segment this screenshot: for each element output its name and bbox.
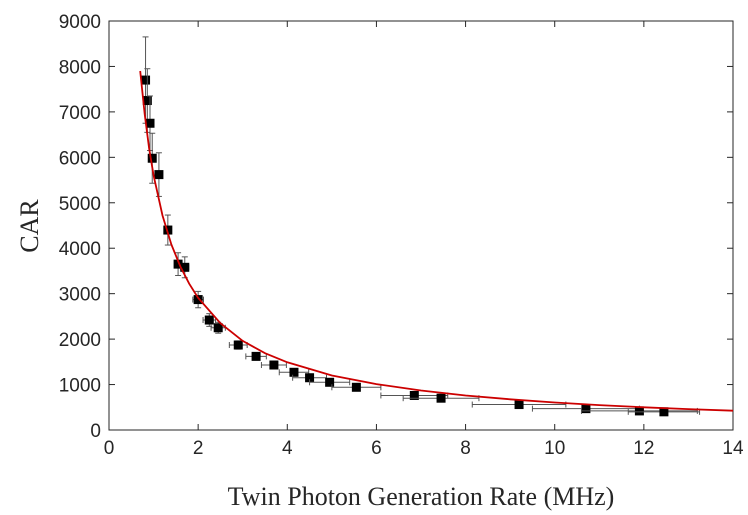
square-marker: [409, 390, 419, 400]
square-marker: [514, 400, 524, 410]
y-tick-label: 7000: [59, 103, 101, 124]
x-tick-label: 2: [193, 438, 204, 459]
x-tick-label: 10: [544, 438, 565, 459]
square-marker: [251, 351, 261, 361]
y-tick-label: 8000: [59, 57, 101, 78]
square-marker: [154, 170, 164, 180]
square-marker: [351, 382, 361, 392]
square-marker: [436, 393, 446, 403]
data-point: [145, 95, 155, 152]
square-marker: [141, 75, 151, 85]
square-marker: [305, 373, 315, 383]
x-axis-label: Twin Photon Generation Rate (MHz): [228, 482, 615, 511]
square-marker: [180, 262, 190, 272]
data-point: [331, 382, 382, 392]
data-points: [141, 36, 701, 417]
square-marker: [147, 153, 157, 163]
data-point: [228, 340, 248, 350]
data-point: [173, 252, 183, 276]
x-tick-label: 8: [460, 438, 471, 459]
y-tick-label: 4000: [59, 239, 101, 260]
fit-curve: [139, 70, 734, 412]
data-point: [210, 321, 226, 334]
data-point: [531, 404, 640, 414]
x-tick-label: 0: [104, 438, 115, 459]
y-tick-label: 3000: [59, 285, 101, 306]
y-axis-label: CAR: [15, 199, 44, 253]
square-marker: [204, 315, 214, 325]
data-point: [402, 393, 480, 403]
square-marker: [581, 404, 591, 414]
square-marker: [233, 340, 243, 350]
square-marker: [325, 377, 335, 387]
square-marker: [659, 407, 669, 417]
plot-frame: [108, 20, 734, 431]
data-point: [260, 360, 287, 370]
x-tick-label: 14: [722, 438, 744, 459]
x-axis-ticks: 0 2 4 6 8 10 12 14: [104, 21, 744, 459]
y-axis-ticks: 0 1000 2000 3000 4000 5000 6000 7000 8000 9000: [59, 12, 733, 442]
square-marker: [193, 295, 203, 305]
x-tick-label: 12: [633, 438, 654, 459]
square-marker: [173, 259, 183, 269]
data-point: [245, 351, 267, 361]
y-tick-label: 6000: [59, 148, 101, 169]
square-marker: [142, 96, 152, 106]
data-point: [192, 290, 204, 309]
data-point: [471, 400, 567, 410]
y-tick-label: 1000: [59, 376, 101, 397]
y-tick-label: 9000: [59, 12, 101, 33]
square-marker: [634, 406, 644, 416]
x-tick-label: 4: [282, 438, 293, 459]
y-tick-label: 0: [90, 421, 101, 442]
y-tick-label: 5000: [59, 194, 101, 215]
square-marker: [269, 360, 279, 370]
square-marker: [145, 118, 155, 128]
x-tick-label: 6: [371, 438, 382, 459]
square-marker: [289, 367, 299, 377]
square-marker: [213, 323, 223, 333]
y-tick-label: 2000: [59, 330, 101, 351]
